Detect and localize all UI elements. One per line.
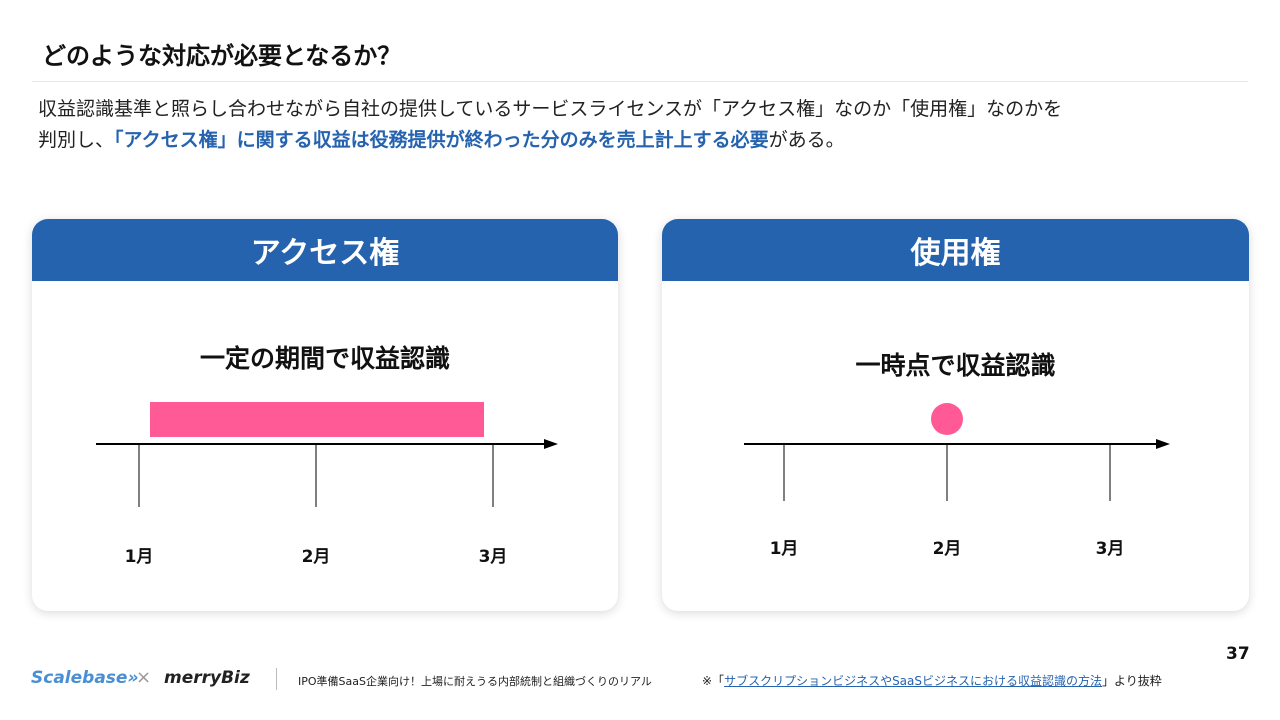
- card-title: 一時点で収益認識: [855, 351, 1056, 380]
- lead-suffix: がある。: [768, 129, 845, 151]
- usage-right-card: 使用権 一時点で収益認識 1月 2月 3月: [662, 219, 1249, 611]
- month-label: 2月: [301, 547, 331, 567]
- timeline-diagram: [96, 402, 558, 507]
- source-link[interactable]: サブスクリプションビジネスやSaaSビジネスにおける収益認識の方法: [724, 674, 1103, 688]
- arrow-head: [544, 439, 558, 449]
- note-suffix: 」より抜粋: [1102, 674, 1162, 688]
- timeline-diagram: [744, 403, 1170, 501]
- month-label: 3月: [1095, 539, 1125, 559]
- scalebase-logo: Scalebase»: [31, 668, 139, 688]
- merrybiz-logo: merryBiz: [164, 668, 250, 688]
- month-label: 1月: [124, 547, 154, 567]
- source-note: ※「サブスクリプションビジネスやSaaSビジネスにおける収益認識の方法」より抜粋: [702, 672, 1162, 689]
- lead-line-2: 判別し、「アクセス権」に関する収益は役務提供が終わった分のみを売上計上する必要が…: [38, 125, 845, 152]
- card-header: 使用権: [662, 219, 1249, 281]
- arrow-head: [1156, 439, 1170, 449]
- lead-line-1: 収益認識基準と照らし合わせながら自社の提供しているサービスライセンスが「アクセス…: [38, 98, 1063, 120]
- lead-highlight: 「アクセス権」に関する収益は役務提供が終わった分のみを売上計上する必要: [114, 129, 769, 151]
- recognition-point: [931, 403, 963, 435]
- divider: [32, 81, 1248, 82]
- card-header: アクセス権: [32, 219, 618, 281]
- cross-mark: ×: [136, 667, 152, 688]
- footer-caption: IPO準備SaaS企業向け！上場に耐えうる内部統制と組織づくりのリアル: [298, 675, 652, 688]
- page-number: 37: [1226, 644, 1250, 664]
- note-prefix: ※「: [702, 674, 725, 688]
- lead-prefix: 判別し、: [38, 129, 115, 151]
- month-label: 3月: [478, 547, 508, 567]
- access-right-card: アクセス権 一定の期間で収益認識 1月 2月 3月: [32, 219, 618, 611]
- recognition-period-bar: [150, 402, 484, 437]
- month-label: 2月: [932, 539, 962, 559]
- page-title: どのような対応が必要となるか？: [42, 42, 402, 70]
- card-title: 一定の期間で収益認識: [199, 344, 450, 373]
- footer-divider: [276, 668, 277, 690]
- month-label: 1月: [769, 539, 799, 559]
